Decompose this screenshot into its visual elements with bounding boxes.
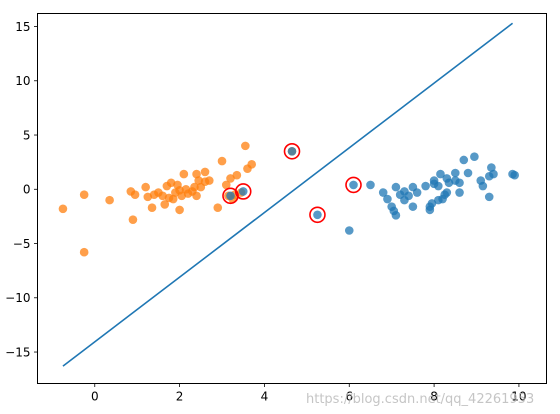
- data-point-series2-47: [247, 160, 257, 169]
- data-point-series1-1: [344, 226, 354, 235]
- data-point-series2-43: [232, 170, 242, 180]
- data-point-series1-8: [391, 211, 401, 220]
- data-point-series2-36: [213, 203, 223, 213]
- x-tick-label-0: 0: [91, 390, 99, 404]
- circled-point-5: [349, 180, 358, 190]
- plot-frame: [37, 13, 547, 384]
- data-point-series2-14: [160, 200, 170, 209]
- data-point-series2-10: [147, 203, 157, 213]
- circled-point-1: [226, 191, 235, 201]
- data-point-series2-28: [190, 182, 199, 192]
- data-point-series1-40: [484, 192, 494, 202]
- data-point-series1-2: [366, 180, 375, 190]
- data-point-series2-2: [79, 190, 89, 200]
- data-point-series1-4: [383, 194, 392, 204]
- data-point-series2-6: [128, 215, 138, 224]
- data-point-series1-12: [404, 191, 413, 201]
- highlight-circles: [222, 143, 362, 224]
- data-point-series2-1: [58, 204, 68, 214]
- data-point-series2-22: [175, 205, 184, 215]
- y-tick-label-15: 15: [15, 20, 30, 34]
- data-point-series2-29: [192, 191, 201, 201]
- data-point-series2-40: [226, 174, 235, 183]
- data-point-series1-36: [470, 152, 479, 162]
- watermark: https://blog.csdn.net/qq_42261953: [306, 392, 534, 407]
- data-point-series2-31: [194, 176, 203, 185]
- y-tick-label--5: −5: [13, 237, 31, 251]
- y-tick-label-10: 10: [15, 74, 30, 88]
- data-point-series2-30: [192, 169, 201, 179]
- decision-line: [62, 22, 514, 367]
- data-point-series2-45: [241, 141, 250, 151]
- data-point-series1-41: [487, 163, 496, 172]
- data-point-series1-33: [455, 178, 464, 188]
- data-point-series1-32: [455, 188, 464, 197]
- data-point-series1-38: [478, 181, 488, 191]
- data-point-series2-24: [179, 169, 189, 179]
- decision-line-path: [62, 22, 514, 367]
- y-tick-label-0: 0: [23, 183, 31, 197]
- data-point-series1-42: [489, 169, 498, 179]
- circled-point-3: [287, 147, 297, 156]
- data-point-series1-15: [412, 188, 422, 197]
- circled-point-4: [313, 210, 322, 220]
- data-point-series1-18: [425, 205, 435, 215]
- circled-point-2: [238, 187, 248, 196]
- data-point-series1-7: [391, 182, 401, 192]
- data-point-series1-44: [510, 170, 519, 180]
- x-tick-label-6: 6: [345, 390, 353, 404]
- data-point-series1-16: [421, 181, 430, 191]
- data-point-series2-4: [105, 195, 114, 205]
- data-point-series1-14: [408, 202, 418, 211]
- data-point-series1-3: [378, 188, 388, 197]
- x-tick-label-2: 2: [176, 390, 184, 404]
- x-tick-label-4: 4: [261, 390, 269, 404]
- highlight-circle-5: [345, 176, 362, 194]
- data-point-series2-35: [204, 176, 214, 185]
- data-points: [58, 141, 519, 257]
- y-tick-label--10: −10: [5, 291, 30, 305]
- data-point-series2-8: [141, 182, 150, 192]
- data-point-series1-28: [442, 188, 452, 197]
- x-tick-label-10: 10: [511, 390, 526, 404]
- y-tick-label--15: −15: [5, 345, 30, 359]
- highlight-circle-3: [283, 143, 301, 160]
- data-point-series2-37: [217, 156, 227, 166]
- x-tick-label-8: 8: [430, 390, 438, 404]
- data-point-series1-35: [463, 168, 473, 178]
- data-point-series2-18: [168, 194, 178, 204]
- highlight-circle-4: [309, 206, 326, 224]
- data-point-series1-23: [434, 181, 443, 191]
- y-axis-ticks: −15 −10 −5 0 5 10 15: [5, 20, 38, 359]
- data-point-series1-19: [427, 199, 437, 208]
- data-point-series2-3: [79, 247, 89, 257]
- data-point-series2-38: [221, 180, 231, 190]
- x-axis-ticks: 0 2 4 6 8 10: [91, 383, 527, 404]
- data-point-series1-24: [436, 169, 445, 179]
- y-tick-label-5: 5: [23, 128, 31, 142]
- data-point-series1-34: [459, 155, 469, 165]
- data-point-series2-33: [200, 167, 210, 177]
- data-point-series1-31: [451, 168, 460, 178]
- data-point-series2-7: [130, 190, 140, 200]
- highlight-circle-2: [234, 183, 252, 200]
